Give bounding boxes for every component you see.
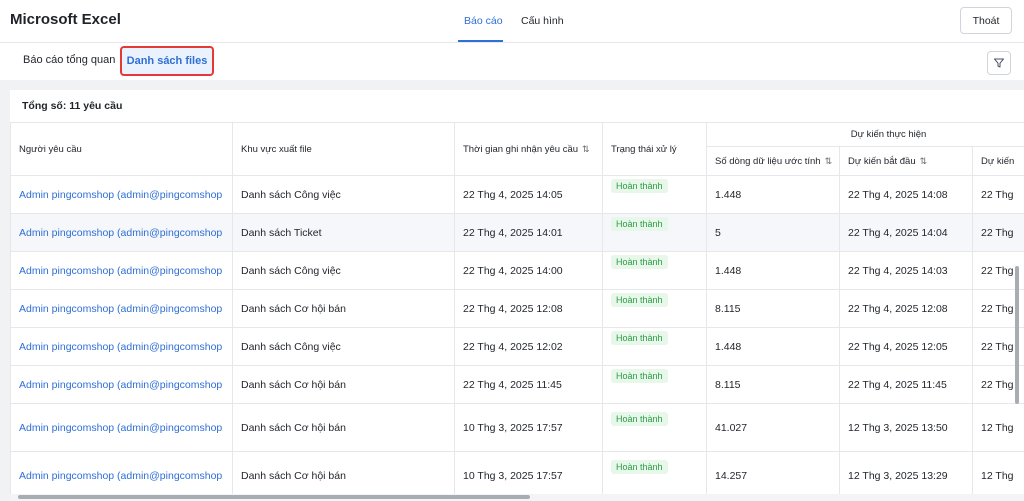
export-area-cell: Danh sách Công việc	[232, 175, 455, 214]
table-row[interactable]: Admin pingcomshop (admin@pingcomshop Dan…	[10, 289, 1024, 328]
subtab-overview-report[interactable]: Báo cáo tổng quan	[23, 54, 116, 66]
export-area-cell: Danh sách Cơ hội bán	[232, 403, 455, 452]
export-requests-table: Người yêu cầu Khu vực xuất file Thời gia…	[10, 122, 1024, 500]
column-header-row-count[interactable]: Số dòng dữ liệu ước tính ⇅	[706, 146, 840, 176]
planned-end-cell: 12 Thg	[971, 451, 1024, 500]
tab-report[interactable]: Báo cáo	[464, 15, 503, 27]
table-row[interactable]: Admin pingcomshop (admin@pingcomshop Dan…	[10, 213, 1024, 252]
logout-button[interactable]: Thoát	[960, 7, 1012, 34]
status-badge: Hoàn thành	[611, 216, 668, 231]
table-row[interactable]: Admin pingcomshop (admin@pingcomshop Dan…	[10, 403, 1024, 452]
row-count-cell: 1.448	[706, 251, 840, 290]
status-cell: Hoàn thành	[602, 451, 707, 500]
status-cell: Hoàn thành	[602, 403, 707, 452]
received-time-cell: 10 Thg 3, 2025 17:57	[454, 403, 603, 452]
received-time-cell: 10 Thg 3, 2025 17:57	[454, 451, 603, 500]
received-time-cell: 22 Thg 4, 2025 12:02	[454, 327, 603, 366]
export-area-cell: Danh sách Cơ hội bán	[232, 451, 455, 500]
vertical-scrollbar[interactable]	[1015, 266, 1019, 404]
content-area: Tổng số: 11 yêu cầu Người yêu cầu Khu vự…	[0, 80, 1024, 501]
status-badge: Hoàn thành	[611, 178, 668, 193]
column-header-received-time[interactable]: Thời gian ghi nhận yêu cầu ⇅	[454, 122, 603, 176]
subtab-file-list[interactable]: Danh sách files	[120, 46, 214, 76]
sort-icon[interactable]: ⇅	[919, 155, 928, 166]
column-header-planned-start[interactable]: Dự kiến bắt đầu ⇅	[839, 146, 973, 176]
row-count-cell: 8.115	[706, 365, 840, 404]
export-area-cell: Danh sách Cơ hội bán	[232, 289, 455, 328]
table-row[interactable]: Admin pingcomshop (admin@pingcomshop Dan…	[10, 251, 1024, 290]
planned-end-cell: 12 Thg	[971, 403, 1024, 452]
row-count-cell: 8.115	[706, 289, 840, 328]
requester-link[interactable]: Admin pingcomshop (admin@pingcomshop	[10, 251, 233, 290]
export-area-cell: Danh sách Cơ hội bán	[232, 365, 455, 404]
status-badge: Hoàn thành	[611, 368, 668, 383]
column-header-export-area: Khu vực xuất file	[232, 122, 455, 176]
planned-end-cell: 22 Thg	[971, 175, 1024, 214]
column-header-status: Trạng thái xử lý	[602, 122, 707, 176]
export-area-cell: Danh sách Công việc	[232, 327, 455, 366]
row-count-cell: 1.448	[706, 175, 840, 214]
requester-link[interactable]: Admin pingcomshop (admin@pingcomshop	[10, 175, 233, 214]
table-row[interactable]: Admin pingcomshop (admin@pingcomshop Dan…	[10, 365, 1024, 404]
status-badge: Hoàn thành	[611, 254, 668, 269]
status-cell: Hoàn thành	[602, 251, 707, 290]
row-count-cell: 14.257	[706, 451, 840, 500]
requester-link[interactable]: Admin pingcomshop (admin@pingcomshop	[10, 365, 233, 404]
received-time-cell: 22 Thg 4, 2025 14:05	[454, 175, 603, 214]
received-time-cell: 22 Thg 4, 2025 12:08	[454, 289, 603, 328]
received-time-cell: 22 Thg 4, 2025 14:01	[454, 213, 603, 252]
tab-settings[interactable]: Cấu hình	[521, 15, 564, 27]
horizontal-scrollbar[interactable]	[18, 495, 530, 499]
status-cell: Hoàn thành	[602, 289, 707, 328]
requester-link[interactable]: Admin pingcomshop (admin@pingcomshop	[10, 327, 233, 366]
subtab-bar: Báo cáo tổng quan Danh sách files	[0, 43, 1024, 80]
status-badge: Hoàn thành	[611, 411, 668, 426]
status-badge: Hoàn thành	[611, 292, 668, 307]
planned-start-cell: 12 Thg 3, 2025 13:50	[839, 403, 973, 452]
total-requests: Tổng số: 11 yêu cầu	[22, 100, 123, 112]
filter-icon	[994, 58, 1004, 68]
file-list-panel: Tổng số: 11 yêu cầu Người yêu cầu Khu vự…	[10, 90, 1024, 501]
status-cell: Hoàn thành	[602, 213, 707, 252]
planned-start-cell: 22 Thg 4, 2025 12:08	[839, 289, 973, 328]
planned-start-cell: 22 Thg 4, 2025 14:04	[839, 213, 973, 252]
export-area-cell: Danh sách Ticket	[232, 213, 455, 252]
column-header-requester: Người yêu cầu	[10, 122, 233, 176]
row-count-cell: 1.448	[706, 327, 840, 366]
table-row[interactable]: Admin pingcomshop (admin@pingcomshop Dan…	[10, 451, 1024, 500]
requester-link[interactable]: Admin pingcomshop (admin@pingcomshop	[10, 403, 233, 452]
received-time-cell: 22 Thg 4, 2025 11:45	[454, 365, 603, 404]
status-badge: Hoàn thành	[611, 330, 668, 345]
column-header-planned-end: Dự kiến	[971, 146, 1024, 176]
planned-start-cell: 22 Thg 4, 2025 14:03	[839, 251, 973, 290]
status-cell: Hoàn thành	[602, 327, 707, 366]
planned-end-cell: 22 Thg	[971, 213, 1024, 252]
sort-icon[interactable]: ⇅	[582, 143, 590, 154]
requester-link[interactable]: Admin pingcomshop (admin@pingcomshop	[10, 451, 233, 500]
active-tab-indicator	[458, 40, 503, 42]
filter-button[interactable]	[987, 51, 1011, 75]
export-area-cell: Danh sách Công việc	[232, 251, 455, 290]
planned-start-cell: 22 Thg 4, 2025 14:08	[839, 175, 973, 214]
requester-link[interactable]: Admin pingcomshop (admin@pingcomshop	[10, 289, 233, 328]
status-cell: Hoàn thành	[602, 365, 707, 404]
table-row[interactable]: Admin pingcomshop (admin@pingcomshop Dan…	[10, 175, 1024, 214]
table-row[interactable]: Admin pingcomshop (admin@pingcomshop Dan…	[10, 327, 1024, 366]
received-time-cell: 22 Thg 4, 2025 14:00	[454, 251, 603, 290]
planned-start-cell: 22 Thg 4, 2025 12:05	[839, 327, 973, 366]
status-badge: Hoàn thành	[611, 459, 668, 474]
planned-start-cell: 22 Thg 4, 2025 11:45	[839, 365, 973, 404]
status-cell: Hoàn thành	[602, 175, 707, 214]
requester-link[interactable]: Admin pingcomshop (admin@pingcomshop	[10, 213, 233, 252]
row-count-cell: 5	[706, 213, 840, 252]
app-title: Microsoft Excel	[10, 11, 121, 28]
column-group-planned: Dự kiến thực hiện	[705, 122, 1024, 147]
app-header: Microsoft Excel Báo cáo Cấu hình Thoát	[0, 0, 1024, 43]
row-count-cell: 41.027	[706, 403, 840, 452]
planned-start-cell: 12 Thg 3, 2025 13:29	[839, 451, 973, 500]
sort-icon[interactable]: ⇅	[824, 155, 833, 166]
